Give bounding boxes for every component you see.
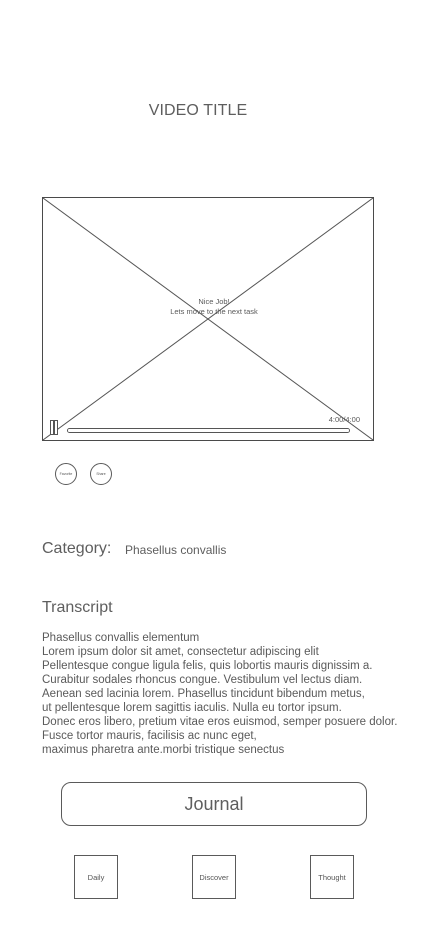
nav-discover-label: Discover (199, 872, 229, 882)
transcript-line: Curabitur sodales rhoncus congue. Vestib… (42, 674, 363, 686)
journal-label: Journal (184, 793, 244, 814)
time-readout: 4:00/4:00 (328, 415, 360, 424)
share-button[interactable]: Share (90, 463, 112, 485)
favorite-label: Favorite (59, 472, 73, 476)
video-completion-message: Nice Job! Lets move to the next task (43, 297, 385, 317)
nav-thought-button[interactable]: Thought (310, 855, 354, 899)
category-value: Phasellus convallis (125, 543, 227, 557)
message-line-2: Lets move to the next task (170, 307, 258, 316)
nav-thought-label: Thought (318, 872, 346, 882)
video-player[interactable]: Nice Job! Lets move to the next task 4:0… (42, 197, 374, 441)
favorite-button[interactable]: Favorite (55, 463, 77, 485)
progress-bar[interactable] (67, 428, 350, 433)
category-label: Category: (42, 540, 112, 557)
transcript-line: ut pellentesque lorem sagittis iaculis. … (42, 702, 342, 714)
transcript-body: Phasellus convallis elementum Lorem ipsu… (42, 631, 422, 757)
message-line-1: Nice Job! (198, 297, 230, 306)
transcript-line: Pellentesque congue ligula felis, quis l… (42, 660, 373, 672)
transcript-heading: Transcript (42, 599, 113, 616)
share-label: Share (96, 472, 106, 476)
transcript-line: Lorem ipsum dolor sit amet, consectetur … (42, 646, 319, 658)
transcript-line: Aenean sed lacinia lorem. Phasellus tinc… (42, 688, 365, 700)
nav-daily-button[interactable]: Daily (74, 855, 118, 899)
nav-discover-button[interactable]: Discover (192, 855, 236, 899)
journal-button[interactable]: Journal (61, 782, 367, 826)
transcript-line: Fusce tortor mauris, facilisis ac nunc e… (42, 730, 257, 742)
pause-icon[interactable] (50, 420, 58, 435)
progress-fill (68, 429, 349, 432)
transcript-line: Phasellus convallis elementum (42, 632, 200, 644)
video-placeholder (43, 198, 373, 440)
transcript-line: maximus pharetra ante.morbi tristique se… (42, 744, 285, 756)
nav-daily-label: Daily (87, 872, 105, 882)
transcript-line: Donec eros libero, pretium vitae eros eu… (42, 716, 398, 728)
video-title: VIDEO TITLE (148, 102, 248, 119)
